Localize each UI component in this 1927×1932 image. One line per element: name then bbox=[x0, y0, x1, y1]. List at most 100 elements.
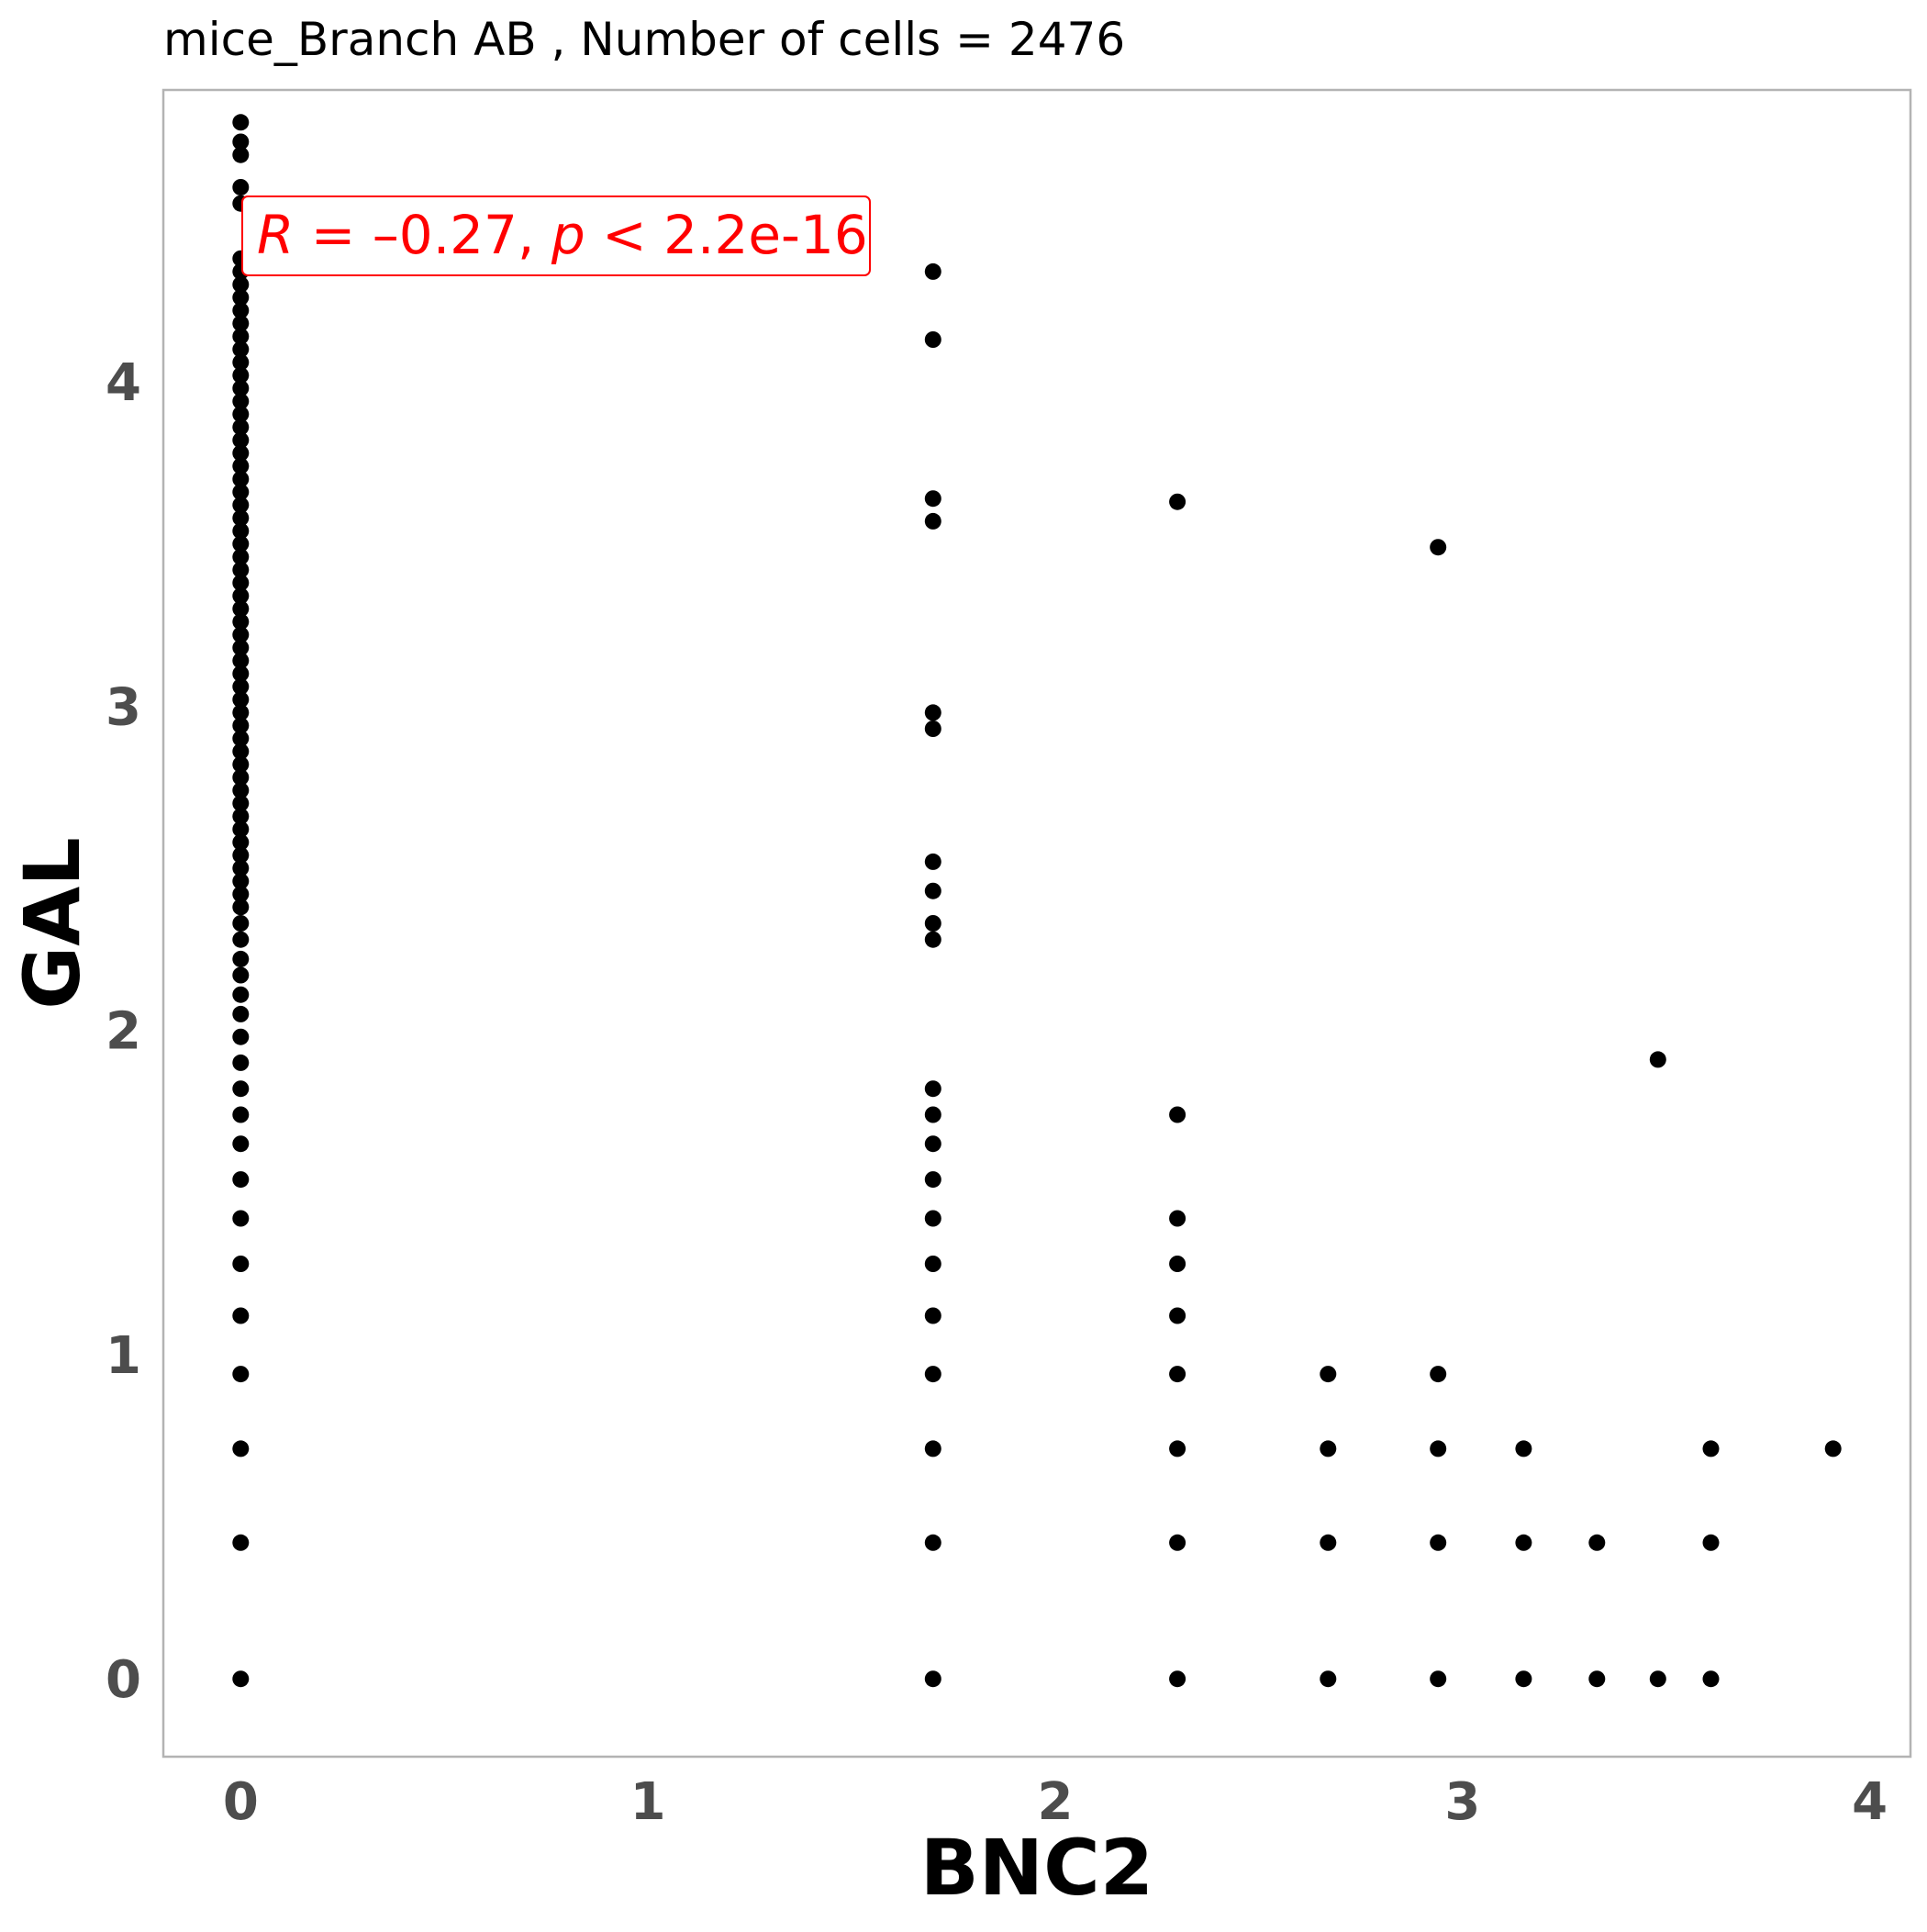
data-point bbox=[232, 471, 250, 487]
data-point bbox=[924, 853, 941, 870]
data-point bbox=[1430, 1670, 1447, 1688]
data-point bbox=[1702, 1440, 1720, 1457]
data-point bbox=[1320, 1670, 1337, 1688]
x-tick-label: 2 bbox=[1038, 1772, 1074, 1832]
data-point bbox=[232, 431, 250, 449]
data-point bbox=[1169, 1106, 1186, 1123]
data-point bbox=[232, 986, 250, 1003]
data-point bbox=[924, 1135, 941, 1153]
data-point bbox=[924, 1210, 941, 1227]
y-axis-title: GAL bbox=[7, 837, 97, 1009]
data-point bbox=[232, 1005, 250, 1022]
data-point bbox=[924, 331, 941, 348]
x-tick-label: 0 bbox=[223, 1772, 259, 1832]
x-axis-title: BNC2 bbox=[920, 1823, 1153, 1913]
data-point bbox=[924, 490, 941, 508]
data-point bbox=[232, 353, 250, 371]
data-point bbox=[232, 1135, 250, 1153]
data-point bbox=[232, 665, 250, 682]
data-point bbox=[232, 1307, 250, 1324]
data-point bbox=[232, 795, 250, 812]
data-point bbox=[924, 1670, 941, 1688]
data-point bbox=[232, 730, 250, 747]
data-point bbox=[924, 1307, 941, 1324]
y-tick-label: 0 bbox=[106, 1650, 141, 1710]
chart-title: mice_Branch AB , Number of cells = 2476 bbox=[163, 13, 1125, 66]
data-point bbox=[232, 146, 250, 163]
data-point bbox=[232, 950, 250, 967]
data-point bbox=[232, 652, 250, 669]
data-point bbox=[232, 743, 250, 760]
data-point bbox=[1702, 1670, 1720, 1688]
data-point bbox=[232, 393, 250, 410]
data-point bbox=[924, 262, 941, 280]
data-point bbox=[232, 600, 250, 618]
data-point bbox=[232, 931, 250, 948]
correlation-annotation: R = –0.27, p < 2.2e-16 bbox=[241, 195, 871, 276]
data-point bbox=[1169, 1256, 1186, 1272]
data-point bbox=[232, 1534, 250, 1551]
data-point bbox=[924, 931, 941, 948]
data-point bbox=[232, 626, 250, 643]
data-point bbox=[924, 1534, 941, 1551]
data-point bbox=[232, 808, 250, 825]
data-point bbox=[1515, 1440, 1532, 1457]
data-point bbox=[924, 1106, 941, 1123]
data-point bbox=[1649, 1051, 1666, 1068]
p-text: < 2.2e-16 bbox=[585, 204, 868, 266]
data-point bbox=[232, 769, 250, 786]
data-point bbox=[924, 704, 941, 721]
data-point bbox=[1169, 493, 1186, 510]
data-point bbox=[232, 717, 250, 734]
data-point bbox=[232, 886, 250, 903]
annotation-box bbox=[241, 195, 871, 276]
data-point bbox=[1430, 539, 1447, 556]
data-point bbox=[232, 1670, 250, 1688]
data-point bbox=[1430, 1534, 1447, 1551]
x-tick-label: 4 bbox=[1852, 1772, 1888, 1832]
data-point bbox=[1320, 1366, 1337, 1383]
data-point bbox=[232, 561, 250, 578]
data-point bbox=[232, 302, 250, 319]
data-point bbox=[232, 535, 250, 553]
data-point bbox=[232, 1106, 250, 1123]
data-point bbox=[924, 1080, 941, 1098]
data-point bbox=[232, 859, 250, 877]
data-point bbox=[1169, 1210, 1186, 1227]
data-point bbox=[232, 1028, 250, 1045]
data-point bbox=[1649, 1670, 1666, 1688]
data-point bbox=[1169, 1440, 1186, 1457]
data-point bbox=[232, 276, 250, 293]
y-tick-label: 1 bbox=[106, 1326, 141, 1386]
data-point bbox=[232, 1440, 250, 1457]
data-point bbox=[232, 846, 250, 864]
data-point bbox=[232, 1171, 250, 1189]
data-point bbox=[1169, 1366, 1186, 1383]
data-point bbox=[232, 509, 250, 527]
data-point bbox=[1169, 1307, 1186, 1324]
data-point bbox=[232, 755, 250, 773]
data-point bbox=[232, 1256, 250, 1272]
data-point bbox=[232, 1080, 250, 1098]
r-symbol: R bbox=[257, 204, 294, 266]
y-tick-label: 3 bbox=[106, 677, 141, 737]
data-point bbox=[1430, 1366, 1447, 1383]
data-point bbox=[232, 179, 250, 195]
y-axis-ticks: 0 1 2 3 4 bbox=[106, 353, 141, 1710]
data-point bbox=[232, 1366, 250, 1383]
data-point bbox=[1320, 1534, 1337, 1551]
data-point bbox=[232, 1210, 250, 1227]
plot-panel bbox=[162, 88, 1912, 1759]
data-point bbox=[232, 873, 250, 890]
data-point bbox=[1430, 1440, 1447, 1457]
data-point bbox=[1169, 1534, 1186, 1551]
data-point bbox=[1702, 1534, 1720, 1551]
data-point bbox=[232, 457, 250, 475]
data-point bbox=[1169, 1670, 1186, 1688]
data-point bbox=[232, 444, 250, 462]
r-value: –0.27 bbox=[373, 204, 518, 266]
data-point bbox=[232, 328, 250, 345]
p-symbol: p bbox=[551, 204, 585, 266]
